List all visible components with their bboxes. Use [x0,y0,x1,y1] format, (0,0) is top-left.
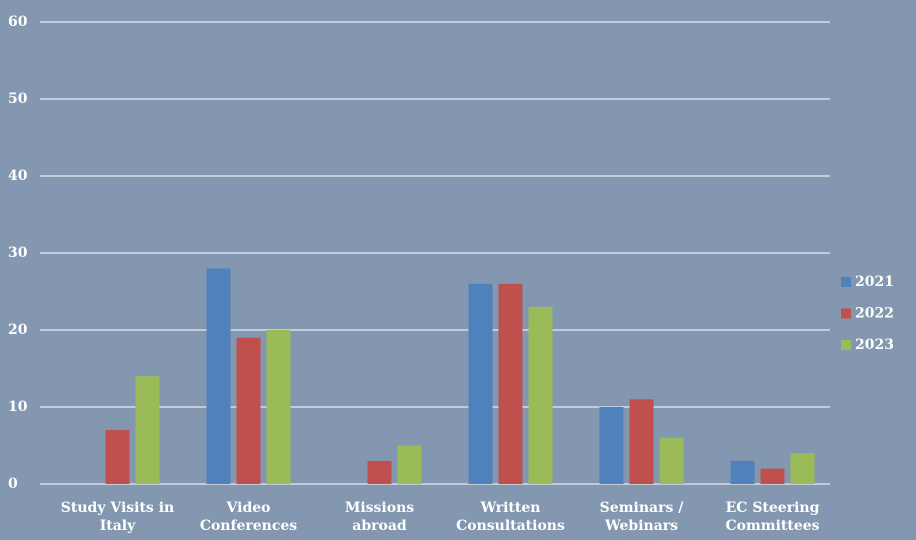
bar [659,437,684,484]
bar [206,268,231,484]
legend-label: 2021 [855,274,894,290]
legend-label: 2022 [855,306,894,322]
y-tick-label: 10 [8,399,28,415]
bar [468,283,493,484]
y-tick-label: 0 [8,476,18,492]
legend-swatch [841,277,851,287]
bar [367,460,392,484]
x-tick-label: Missions abroad [345,500,414,534]
bar [397,445,422,484]
bar [790,453,815,484]
bar [599,407,624,484]
x-tick-label: Video Conferences [200,500,297,534]
bar [236,337,261,484]
bar [266,330,291,484]
y-tick-label: 60 [8,14,28,30]
x-tick-label: EC Steering Committees [725,500,819,534]
legend-swatch [841,308,851,319]
y-tick-label: 50 [8,91,28,107]
legend-swatch [841,340,851,350]
legend-label: 2023 [855,337,894,353]
y-tick-label: 40 [8,168,28,184]
bar [135,376,160,484]
bar [528,306,553,484]
x-tick-label: Study Visits in Italy [61,500,174,534]
y-tick-label: 20 [8,322,28,338]
bar [498,283,523,484]
bar [629,399,654,484]
bar [760,468,785,484]
bar [105,430,130,484]
x-tick-label: Written Consultations [456,500,565,534]
x-tick-label: Seminars / Webinars [600,500,685,534]
y-tick-label: 30 [8,245,28,261]
bar [730,460,755,484]
